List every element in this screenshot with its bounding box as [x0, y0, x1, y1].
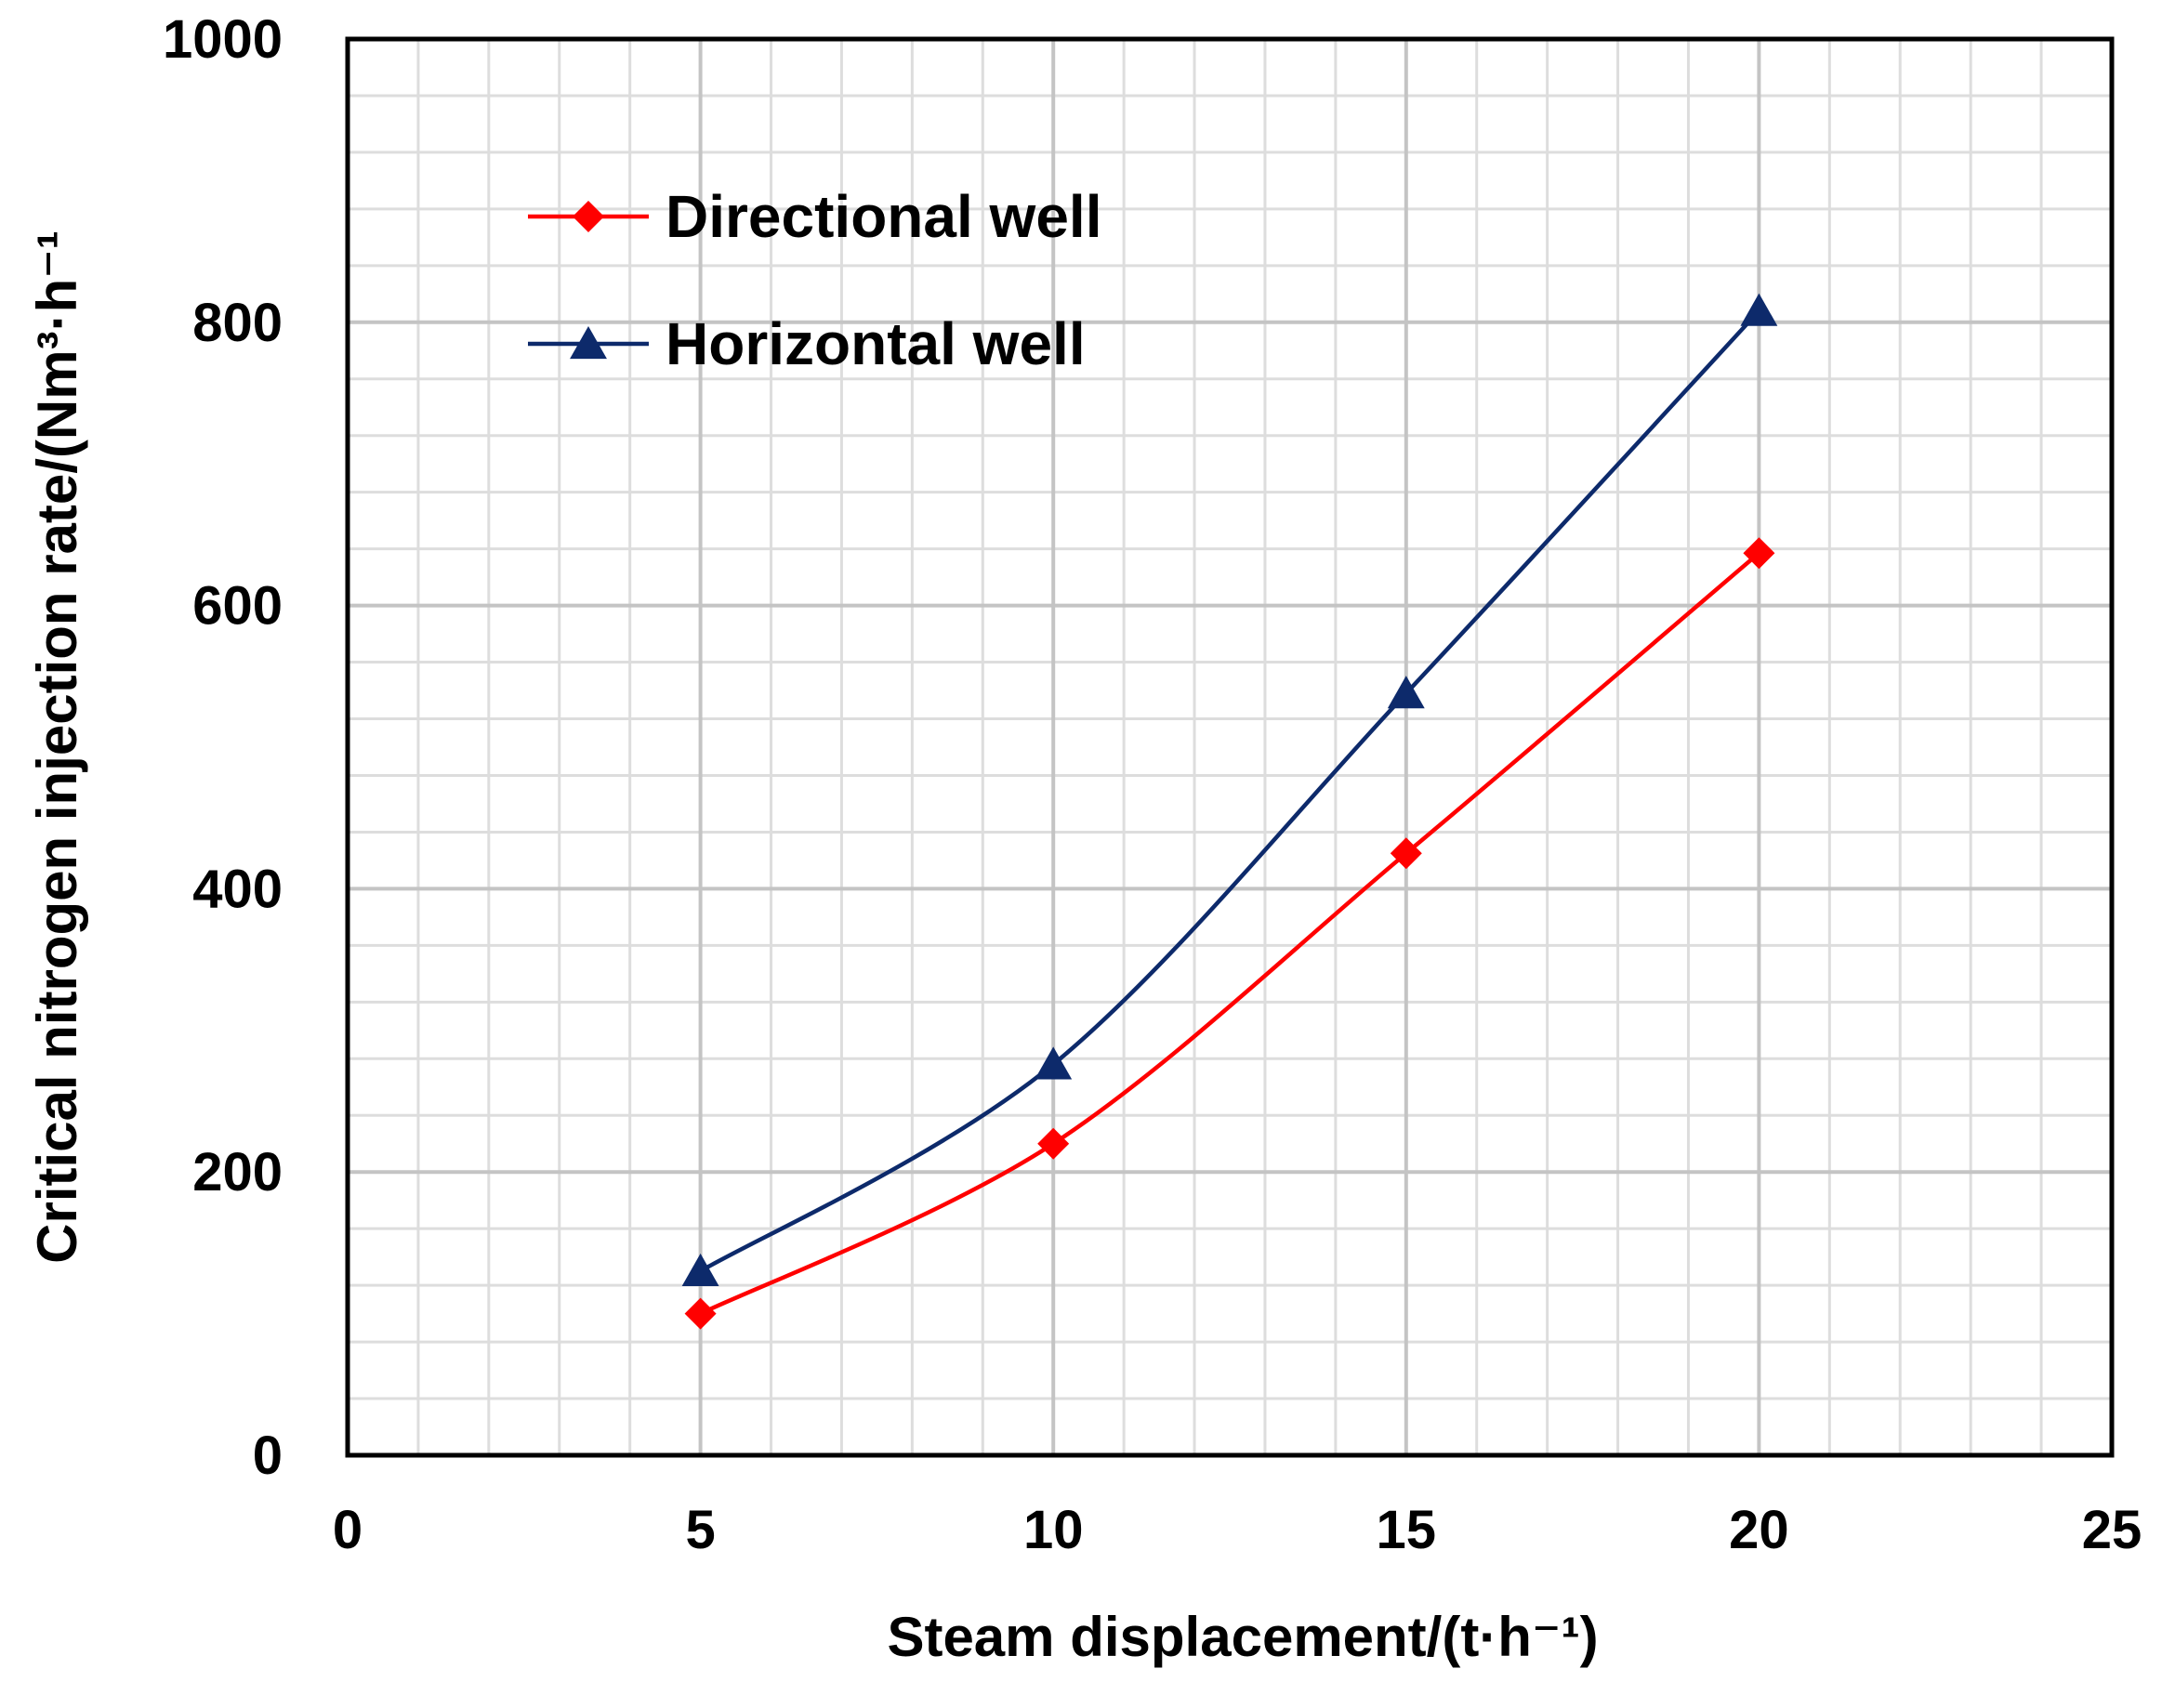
y-tick-label: 600	[192, 576, 283, 637]
legend-marker-triangle	[570, 326, 607, 360]
directional-well-point	[684, 1297, 717, 1330]
horizontal-well-point	[1387, 676, 1425, 709]
y-tick-label: 200	[192, 1142, 283, 1202]
y-axis-ticks: 0 200 400 600 800 1000	[163, 9, 283, 1486]
legend-label: Horizontal well	[666, 310, 1086, 377]
horizontal-well-line	[699, 309, 1761, 1273]
series-layer	[681, 293, 1778, 1330]
y-tick-label: 0	[253, 1426, 283, 1486]
series-horizontal-well	[681, 293, 1778, 1287]
y-tick-label: 1000	[163, 9, 283, 70]
legend-label: Directional well	[666, 183, 1101, 250]
legend-item-directional-well: Directional well	[528, 183, 1101, 250]
x-tick-label: 10	[1023, 1500, 1084, 1560]
legend-marker-diamond	[573, 201, 604, 232]
x-tick-label: 20	[1729, 1500, 1789, 1560]
x-tick-label: 5	[685, 1500, 715, 1560]
horizontal-well-point	[1740, 293, 1778, 326]
directional-well-line	[699, 551, 1760, 1316]
x-axis-title: Steam displacement/(t·h⁻¹)	[887, 1606, 1598, 1668]
y-tick-label: 800	[192, 293, 283, 353]
y-axis-title: Critical nitrogen injection rate/(Nm³·h⁻…	[26, 230, 88, 1264]
directional-well-point	[1743, 537, 1775, 570]
directional-well-point	[1390, 837, 1422, 870]
horizontal-well-point	[681, 1253, 719, 1287]
x-tick-label: 0	[333, 1500, 363, 1560]
plot-area-frame	[345, 36, 2115, 1458]
x-tick-label: 25	[2082, 1500, 2142, 1560]
x-tick-label: 15	[1377, 1500, 1437, 1560]
horizontal-well-point	[1035, 1046, 1073, 1080]
series-directional-well	[684, 537, 1775, 1330]
legend-item-horizontal-well: Horizontal well	[528, 310, 1086, 377]
x-axis-ticks: 0 5 10 15 20 25	[333, 1500, 2142, 1560]
y-tick-label: 400	[192, 859, 283, 919]
legend: Directional well Horizontal well	[528, 183, 1101, 377]
directional-well-point	[1037, 1127, 1070, 1160]
